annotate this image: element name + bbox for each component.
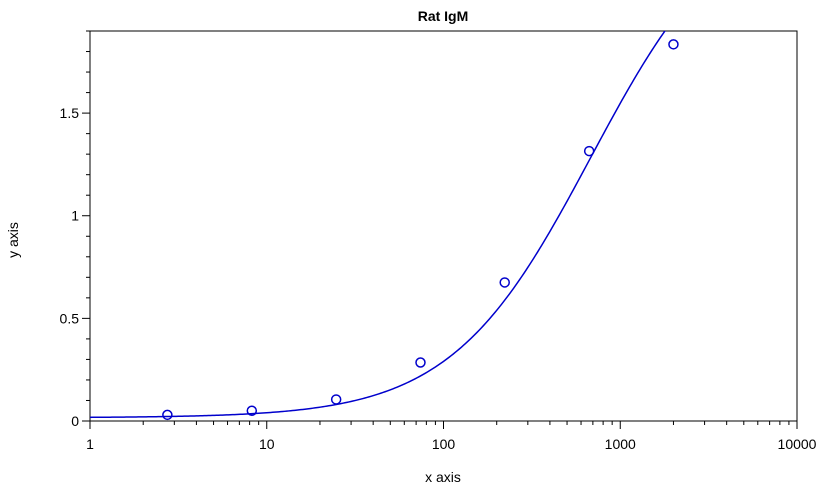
data-point: [330, 394, 342, 405]
data-point: [668, 39, 679, 50]
y-tick-label: 1.5: [60, 105, 80, 121]
y-axis-label: y axis: [5, 222, 21, 258]
x-tick-label: 100: [432, 436, 456, 452]
data-points-layer: [162, 39, 679, 421]
data-point: [415, 357, 426, 368]
data-point: [162, 409, 173, 421]
x-axis-label: x axis: [425, 469, 461, 485]
y-tick-label: 0: [71, 413, 79, 429]
y-axis-ticks: 0 0.5 1 1.5: [60, 30, 90, 429]
plot-frame: [89, 30, 798, 422]
data-point: [499, 277, 510, 288]
y-tick-label: 1: [71, 208, 79, 224]
chart-title: Rat IgM: [418, 8, 469, 24]
x-axis-ticks: 1 10 100 1000 10000: [86, 421, 817, 452]
y-tick-label: 0.5: [60, 310, 80, 326]
x-tick-label: 1000: [605, 436, 636, 452]
x-tick-label: 10000: [778, 436, 817, 452]
x-tick-label: 10: [259, 436, 275, 452]
data-point: [246, 405, 258, 416]
data-point: [583, 145, 595, 157]
x-tick-label: 1: [86, 436, 94, 452]
